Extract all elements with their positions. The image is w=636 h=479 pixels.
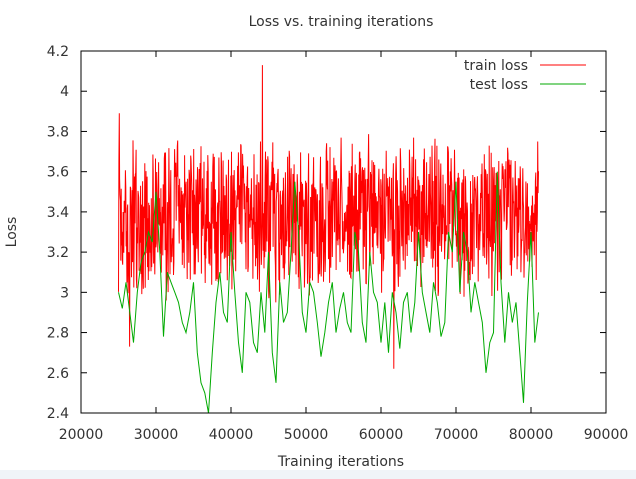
legend: train loss test loss [464, 58, 586, 93]
x-tick-label: 70000 [434, 427, 479, 443]
x-tick-label: 30000 [134, 427, 179, 443]
x-tick-label: 20000 [59, 427, 104, 443]
x-tick-label: 90000 [584, 427, 629, 443]
plot-frame [80, 50, 607, 414]
y-tick-label: 2.6 [47, 366, 69, 382]
legend-label-test-loss: test loss [470, 77, 528, 93]
x-tick-label: 80000 [509, 427, 554, 443]
y-tick-label: 3.2 [47, 245, 69, 261]
x-tick-label: 60000 [359, 427, 404, 443]
plot-series [118, 65, 539, 414]
y-tick-label: 2.4 [47, 406, 69, 422]
y-tick-label: 3.6 [47, 165, 69, 181]
axis-ticks: 20000 30000 40000 50000 60000 70000 80000 90000… [47, 44, 629, 443]
x-axis-label: Training iterations [277, 454, 404, 470]
series-line-train-loss [118, 65, 539, 369]
x-tick-label: 40000 [209, 427, 254, 443]
bottom-strip [0, 470, 636, 479]
chart-title: Loss vs. training iterations [249, 14, 434, 30]
y-tick-label: 3 [60, 285, 69, 301]
y-tick-label: 4.2 [47, 44, 69, 60]
y-tick-label: 4 [60, 84, 69, 100]
y-tick-label: 2.8 [47, 326, 69, 342]
y-tick-label: 3.4 [47, 205, 69, 221]
y-axis-label: Loss [4, 217, 20, 248]
x-tick-label: 50000 [284, 427, 329, 443]
legend-label-train-loss: train loss [464, 58, 528, 74]
series-line-test-loss [118, 171, 539, 414]
y-tick-label: 3.8 [47, 124, 69, 140]
